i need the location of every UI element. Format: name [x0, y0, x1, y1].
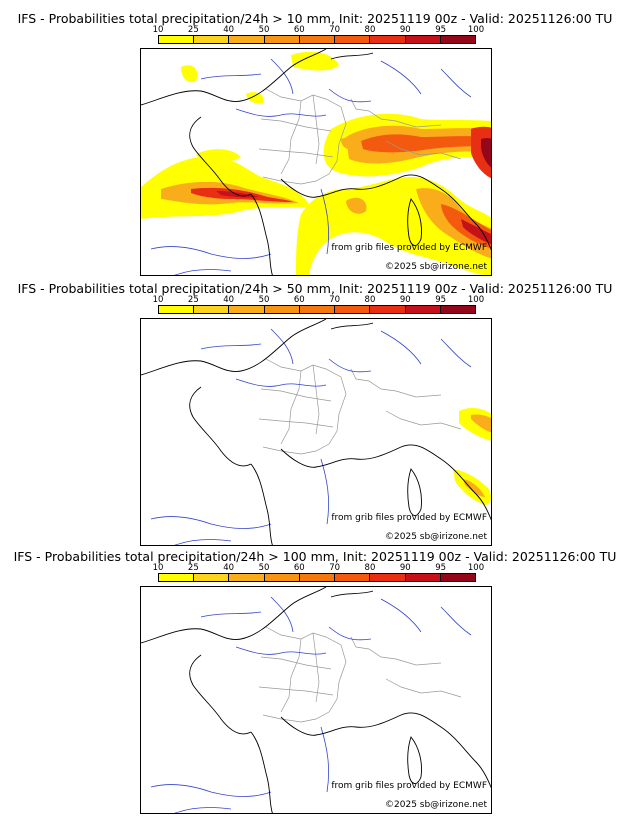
map-canvas: [141, 587, 491, 813]
panel-10mm: IFS - Probabilities total precipitation/…: [0, 0, 630, 276]
colorbar: [158, 305, 476, 314]
colorbar-ticks: 10 25 40 50 60 70 80 90 95 100: [153, 295, 485, 305]
map-frame: from grib files provided by ECMWF ©2025 …: [140, 48, 492, 276]
credit-source: from grib files provided by ECMWF: [331, 781, 487, 791]
colorbar-segment: [335, 574, 371, 581]
map-title: IFS - Probabilities total precipitation/…: [17, 11, 613, 26]
colorbar-segment: [370, 306, 406, 313]
precip-probability-field: [453, 408, 491, 505]
colorbar-tick: 70: [329, 25, 341, 35]
coastlines: [141, 49, 491, 275]
colorbar-segment: [264, 306, 300, 313]
colorbar-tick: 40: [223, 563, 235, 573]
colorbar-segment: [229, 306, 265, 313]
credit-copyright: ©2025 sb@irizone.net: [385, 262, 487, 272]
colorbar-tick: 90: [399, 295, 411, 305]
credit-source: from grib files provided by ECMWF: [331, 243, 487, 253]
colorbar: [158, 35, 476, 44]
colorbar-tick: 25: [187, 25, 199, 35]
credit-copyright: ©2025 sb@irizone.net: [385, 532, 487, 542]
colorbar-tick: 95: [435, 295, 447, 305]
rivers: [150, 58, 472, 275]
rivers: [150, 596, 472, 813]
map-canvas: [141, 319, 491, 545]
colorbar-segment: [335, 306, 371, 313]
colorbar-segment: [264, 36, 300, 43]
colorbar-tick: 70: [329, 563, 341, 573]
colorbar: [158, 573, 476, 582]
panel-50mm: IFS - Probabilities total precipitation/…: [0, 270, 630, 546]
colorbar-tick: 50: [258, 295, 270, 305]
map-title: IFS - Probabilities total precipitation/…: [17, 281, 613, 296]
colorbar-tick: 10: [152, 295, 164, 305]
coastlines: [141, 587, 491, 813]
colorbar-tick: 95: [435, 25, 447, 35]
colorbar-tick: 10: [152, 563, 164, 573]
colorbar-tick: 50: [258, 563, 270, 573]
colorbar-tick: 70: [329, 295, 341, 305]
colorbar-segment: [405, 574, 441, 581]
panel-100mm: IFS - Probabilities total precipitation/…: [0, 538, 630, 814]
colorbar-tick: 40: [223, 25, 235, 35]
colorbar-segment: [159, 306, 195, 313]
credit-copyright: ©2025 sb@irizone.net: [385, 800, 487, 810]
colorbar-segment: [299, 574, 336, 581]
credit-source: from grib files provided by ECMWF: [331, 513, 487, 523]
map-canvas: [141, 49, 491, 275]
colorbar-tick: 25: [187, 563, 199, 573]
colorbar-segment: [264, 574, 300, 581]
colorbar-segment: [299, 36, 336, 43]
colorbar-segment: [370, 574, 406, 581]
colorbar-ticks: 10 25 40 50 60 70 80 90 95 100: [153, 563, 485, 573]
country-borders: [258, 626, 462, 723]
coastlines: [141, 319, 491, 545]
colorbar-tick: 25: [187, 295, 199, 305]
colorbar-tick: 80: [364, 295, 376, 305]
colorbar-segment: [159, 574, 195, 581]
map-title: IFS - Probabilities total precipitation/…: [13, 549, 617, 564]
colorbar-segment: [229, 36, 265, 43]
colorbar-segment: [299, 306, 336, 313]
colorbar-ticks: 10 25 40 50 60 70 80 90 95 100: [153, 25, 485, 35]
colorbar-tick: 100: [467, 25, 485, 35]
colorbar-tick: 50: [258, 25, 270, 35]
colorbar-tick: 100: [467, 295, 485, 305]
colorbar-tick: 95: [435, 563, 447, 573]
map-frame: from grib files provided by ECMWF ©2025 …: [140, 318, 492, 546]
colorbar-tick: 60: [293, 295, 305, 305]
colorbar-segment: [194, 574, 230, 581]
country-borders: [258, 358, 462, 455]
colorbar-tick: 60: [293, 563, 305, 573]
country-borders: [258, 88, 462, 185]
colorbar-tick: 90: [399, 563, 411, 573]
colorbar-segment: [229, 574, 265, 581]
colorbar-segment: [159, 36, 195, 43]
colorbar-segment: [370, 36, 406, 43]
colorbar-segment: [194, 306, 230, 313]
rivers: [150, 328, 472, 545]
colorbar-tick: 90: [399, 25, 411, 35]
map-frame: from grib files provided by ECMWF ©2025 …: [140, 586, 492, 814]
colorbar-segment: [440, 574, 475, 581]
colorbar-segment: [194, 36, 230, 43]
colorbar-segment: [440, 36, 475, 43]
precip-probability-field: [141, 51, 491, 275]
colorbar-segment: [405, 36, 441, 43]
colorbar-tick: 80: [364, 25, 376, 35]
colorbar-segment: [405, 306, 441, 313]
colorbar-segment: [440, 306, 475, 313]
colorbar-segment: [335, 36, 371, 43]
colorbar-tick: 40: [223, 295, 235, 305]
colorbar-tick: 10: [152, 25, 164, 35]
colorbar-tick: 100: [467, 563, 485, 573]
colorbar-tick: 80: [364, 563, 376, 573]
colorbar-tick: 60: [293, 25, 305, 35]
